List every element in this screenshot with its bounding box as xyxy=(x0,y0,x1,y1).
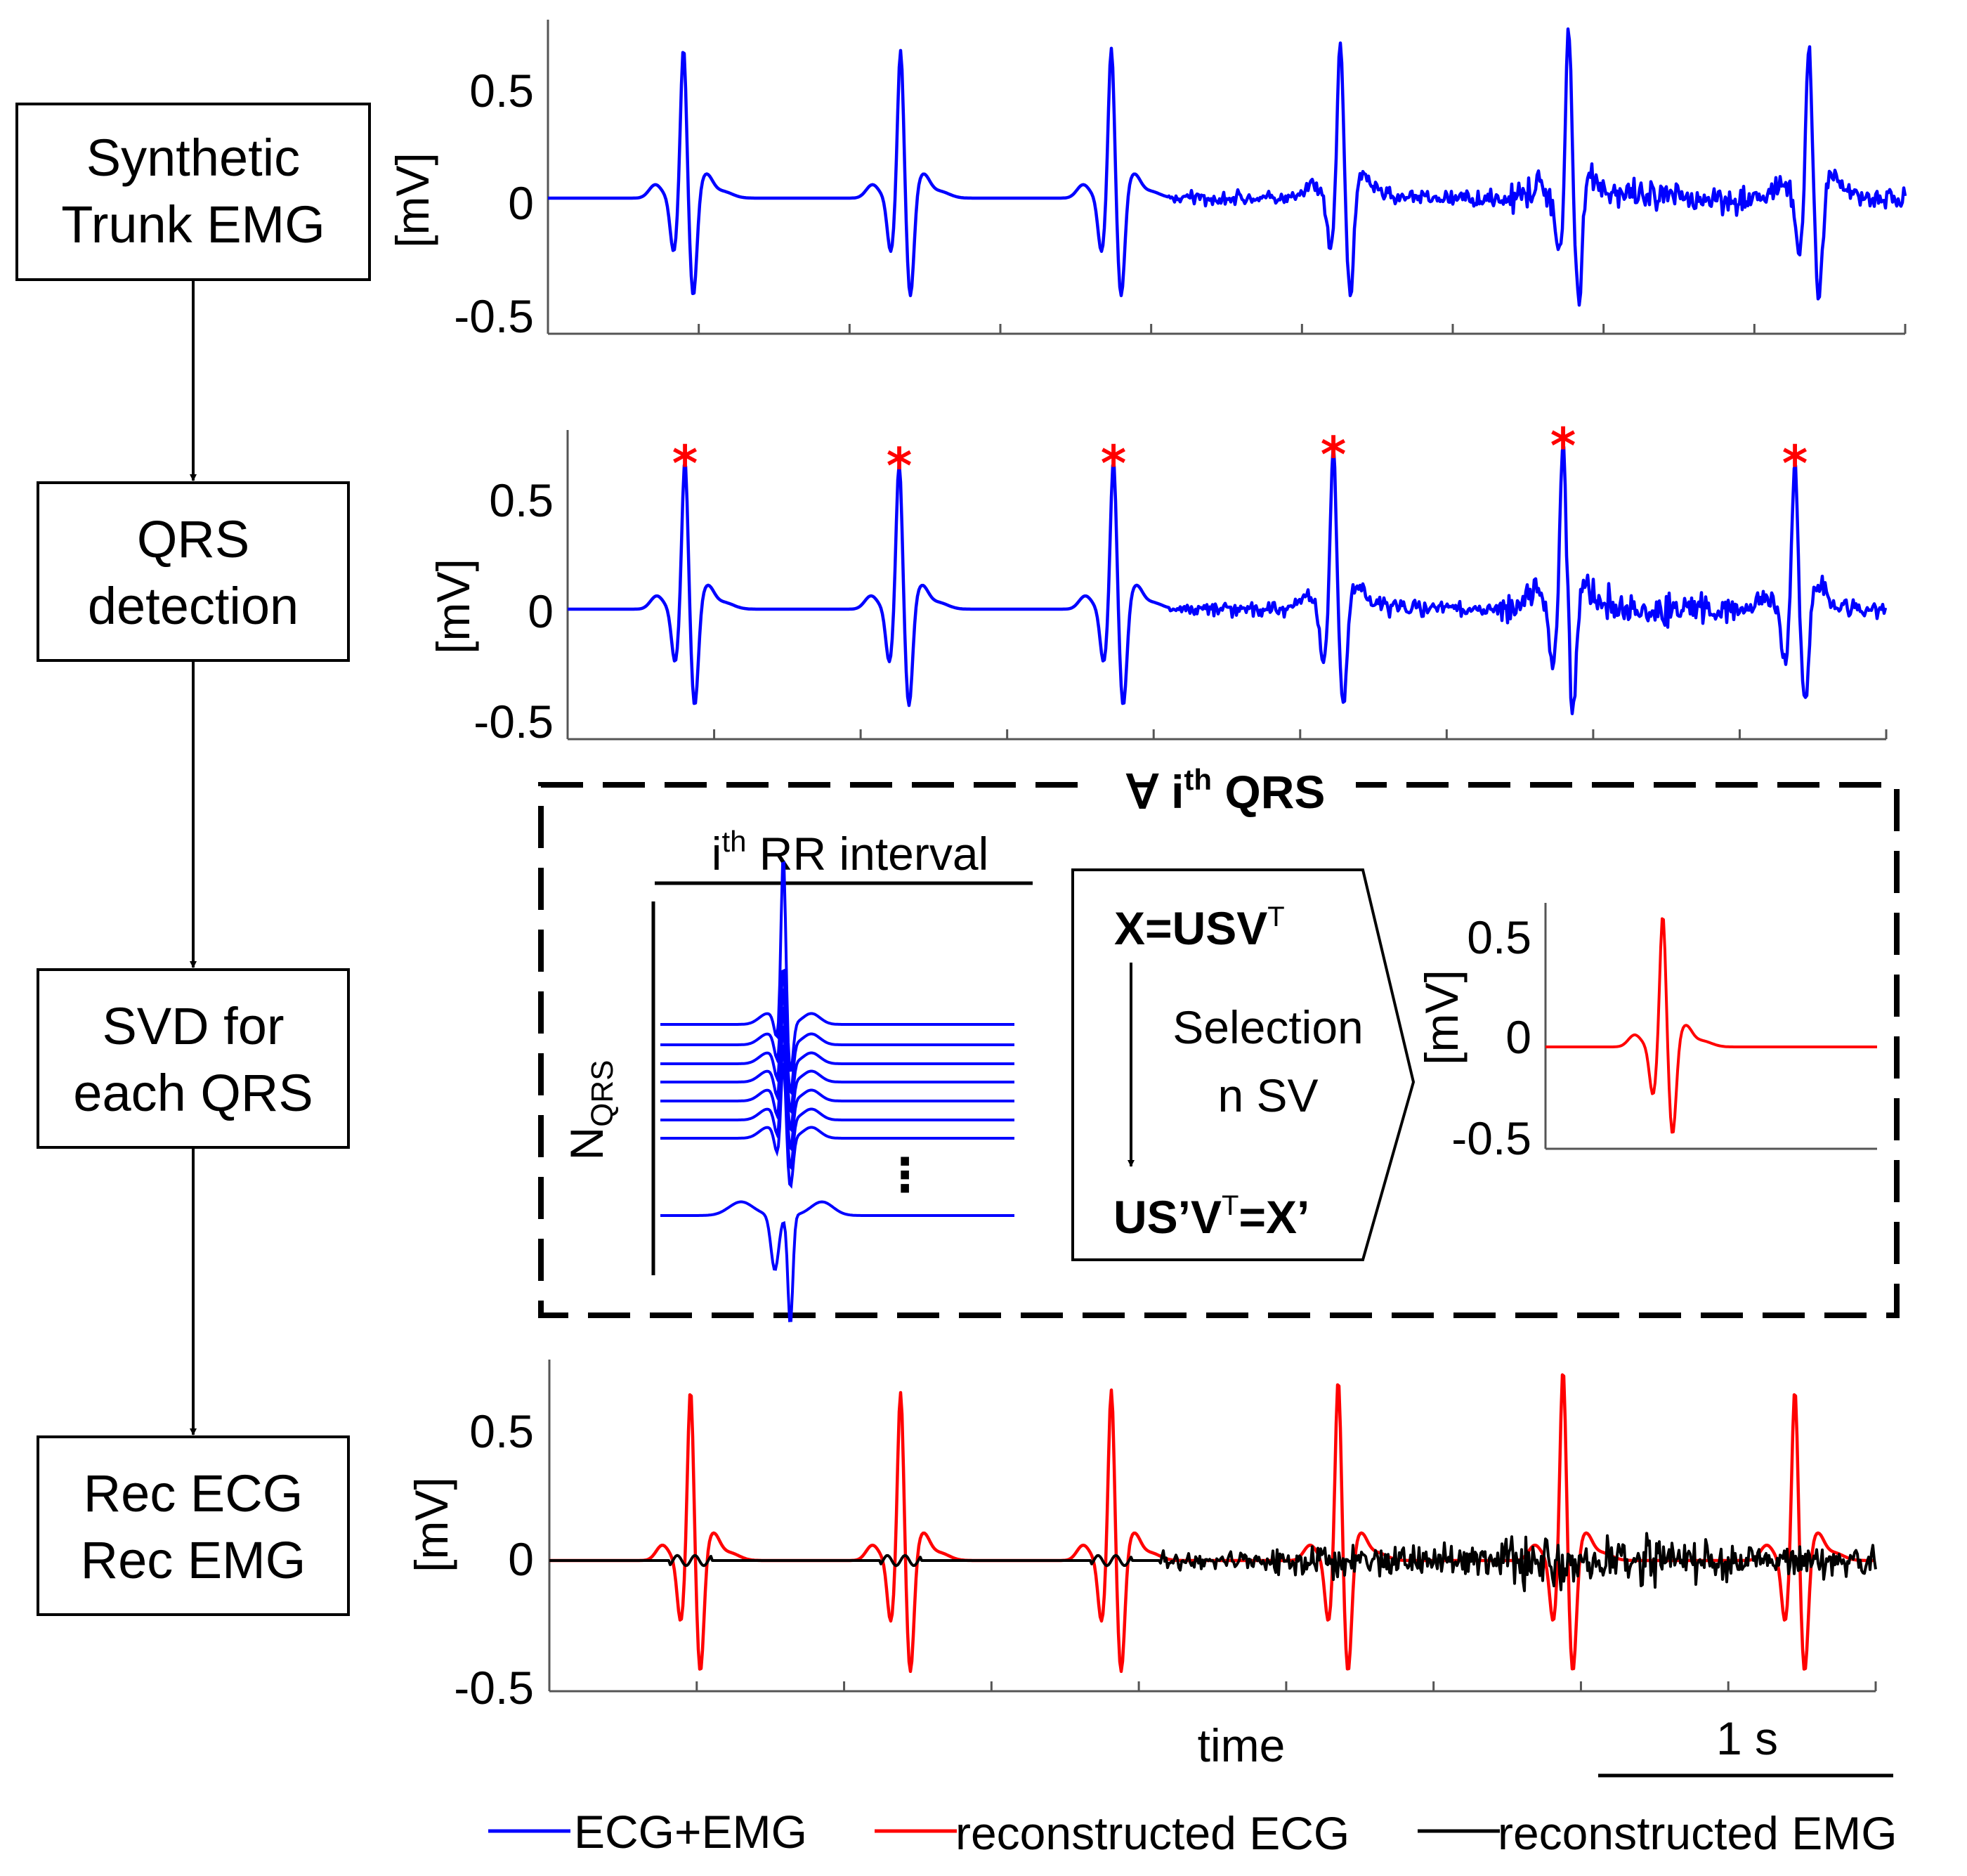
legend-label-rec-emg: reconstructed EMG xyxy=(1498,1807,1897,1859)
rr-label-sup: th xyxy=(721,825,746,858)
eq-top: X=USVT xyxy=(1114,901,1285,954)
panel-3-ytick-0.5: 0.5 xyxy=(469,1405,534,1457)
selection-line2: n SV xyxy=(1217,1069,1318,1121)
rr-interval-label: ith RR interval xyxy=(712,825,988,880)
panel-3-reconstructed-ecg-trace xyxy=(549,1373,1876,1674)
qrs-marker: * xyxy=(887,437,913,495)
mini-ytick-0.5: 0.5 xyxy=(1467,911,1531,963)
flow-step-2-line1: QRS xyxy=(137,510,249,568)
panel-1-ytick--0.5: -0.5 xyxy=(454,290,534,342)
qrs-marker: * xyxy=(672,435,698,493)
qrs-stack-trace xyxy=(660,1062,1014,1189)
panel-2-ytick-0.5: 0.5 xyxy=(489,474,554,526)
eq-bottom: US’VT=X’ xyxy=(1113,1190,1309,1243)
rr-label-suffix: RR interval xyxy=(746,828,988,880)
panel-3-xlabel: time xyxy=(1198,1719,1286,1771)
eq-bottom-b: =X’ xyxy=(1239,1191,1309,1243)
legend-label-ecg-emg: ECG+EMG xyxy=(574,1806,807,1858)
flow-step-2-line2: detection xyxy=(88,577,299,635)
panel-2-ytick--0.5: -0.5 xyxy=(473,696,554,748)
flow-box-qrs-detection xyxy=(37,481,350,662)
svd-chevron-box xyxy=(1071,868,1416,1261)
flowchart xyxy=(15,103,371,1616)
legend: ECG+EMG reconstructed ECG reconstructed … xyxy=(488,1806,1897,1859)
eq-bottom-sup: T xyxy=(1222,1190,1239,1221)
flow-step-4-line2: Rec EMG xyxy=(81,1531,306,1589)
mini-reconstructed-ecg-trace xyxy=(1546,917,1877,1134)
svd-header-bg xyxy=(1092,766,1356,808)
eq-top-sup: T xyxy=(1267,901,1284,932)
svd-header-prefix: ∀ i xyxy=(1126,766,1184,818)
eq-bottom-a: US’V xyxy=(1113,1191,1222,1243)
flow-step-4-line1: Rec ECG xyxy=(84,1464,303,1523)
qrs-marker: * xyxy=(1782,435,1808,493)
panel-2-ytick-0: 0 xyxy=(528,585,554,637)
legend-label-rec-ecg: reconstructed ECG xyxy=(955,1807,1350,1859)
svd-dashed-box xyxy=(538,782,1900,1318)
panel-2-ylabel: [mV] xyxy=(427,559,479,654)
nqrs-main: N xyxy=(561,1127,613,1161)
mini-ytick-0: 0 xyxy=(1505,1011,1531,1063)
mini-plot-axes xyxy=(1544,903,1877,1150)
panel-1-ytick-0.5: 0.5 xyxy=(469,65,534,117)
qrs-stack-trace xyxy=(660,861,1014,1072)
panel-2-axes xyxy=(566,430,1886,741)
flow-box-synthetic-emg xyxy=(15,103,371,281)
panel-1-ylabel: [mV] xyxy=(386,152,438,248)
qrs-marker: * xyxy=(1550,417,1576,475)
qrs-marker: * xyxy=(1101,435,1127,493)
qrs-stack-trace xyxy=(660,1043,1014,1171)
svd-header-suffix: QRS xyxy=(1212,766,1325,818)
svd-header-sup: th xyxy=(1184,763,1212,796)
flow-step-1-line1: Synthetic xyxy=(86,129,300,187)
panel-1-ytick-0: 0 xyxy=(508,177,534,229)
mini-ytick--0.5: -0.5 xyxy=(1451,1112,1531,1164)
flow-box-reconstruction xyxy=(37,1435,350,1616)
panel-3-ytick--0.5: -0.5 xyxy=(454,1662,534,1714)
qrs-marker: * xyxy=(1321,426,1347,483)
panel-3-ytick-0: 0 xyxy=(508,1533,534,1585)
panel-2-ecg-emg-trace xyxy=(567,441,1888,715)
eq-top-main: X=USV xyxy=(1114,902,1267,954)
svd-header: ∀ ith QRS xyxy=(1126,763,1326,818)
selection-line1: Selection xyxy=(1172,1001,1364,1053)
panel-3-reconstructed-emg-trace xyxy=(549,1532,1877,1593)
qrs-stack-trace xyxy=(660,968,1014,1095)
qrs-stack-trace xyxy=(660,1005,1014,1133)
flow-step-3-line1: SVD for xyxy=(102,997,284,1055)
panel-3-axes xyxy=(548,1360,1876,1693)
qrs-stack-trace xyxy=(660,1200,1014,1322)
panel-1-ecg-emg-trace xyxy=(547,27,1907,307)
qrs-stack-trace xyxy=(660,1024,1014,1152)
stack-ellipsis: ⋮ xyxy=(882,1148,928,1202)
qrs-stack-trace xyxy=(660,987,1014,1114)
qrs-stack-traces xyxy=(660,861,1014,1322)
flow-step-1-line2: Trunk EMG xyxy=(61,195,325,254)
flow-step-3-line2: each QRS xyxy=(73,1064,313,1122)
nqrs-label: NQRS xyxy=(561,1060,620,1160)
panel-3-ylabel: [mV] xyxy=(405,1477,457,1572)
panel-1-axes xyxy=(547,20,1905,335)
mini-ylabel: [mV] xyxy=(1416,970,1468,1065)
rr-label-prefix: i xyxy=(712,828,722,880)
scalebar-label: 1 s xyxy=(1716,1712,1778,1764)
nqrs-sub: QRS xyxy=(585,1060,620,1126)
flow-box-svd xyxy=(37,968,350,1149)
